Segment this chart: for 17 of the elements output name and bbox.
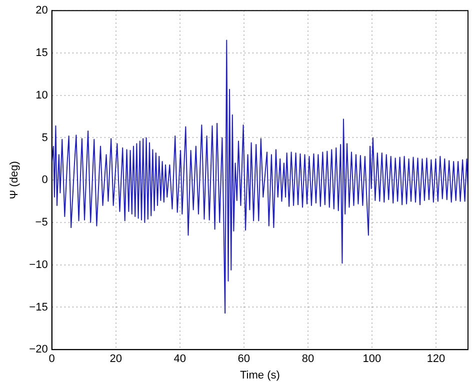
y-axis-title: Ψ (deg) [8, 161, 21, 200]
y-tick-label: 20 [36, 4, 48, 17]
x-tick-label: 20 [110, 353, 122, 366]
x-axis-title: Time (s) [240, 369, 280, 382]
x-tick-label: 100 [362, 353, 382, 366]
y-tick-label: −5 [35, 216, 48, 229]
x-tick-label: 80 [302, 353, 314, 366]
y-tick-label: 15 [36, 47, 48, 60]
x-tick-label: 60 [238, 353, 250, 366]
y-tick-label: 10 [36, 89, 48, 102]
x-tick-label: 120 [426, 353, 446, 366]
y-tick-label: 5 [42, 132, 48, 144]
y-tick-label: −20 [29, 344, 48, 356]
y-tick-label: 0 [42, 174, 48, 186]
x-tick-label: 40 [174, 353, 186, 366]
y-tick-label: −15 [29, 301, 48, 314]
y-tick-label: −10 [29, 258, 48, 271]
